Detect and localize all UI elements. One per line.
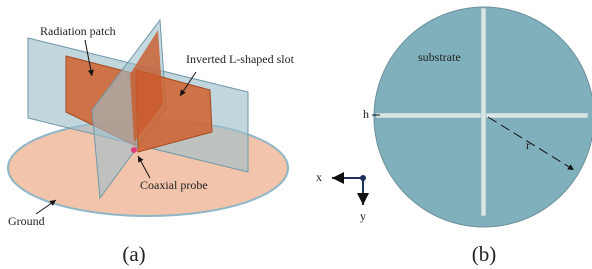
label: r	[526, 138, 530, 152]
page: Radiation patch Inverted L-shaped slot C…	[0, 0, 592, 269]
label: Coaxial probe	[140, 178, 208, 192]
label: y	[360, 209, 366, 223]
label: Ground	[8, 214, 45, 228]
label: Inverted L-shaped slot	[186, 52, 295, 66]
caption: (b)	[472, 242, 497, 266]
caption: (a)	[122, 242, 145, 266]
figure: Radiation patch Inverted L-shaped slot C…	[0, 0, 592, 269]
label: h	[363, 107, 369, 121]
origin	[360, 175, 366, 181]
label: x	[316, 170, 322, 184]
arrow	[36, 200, 56, 214]
probe-feed	[131, 147, 137, 153]
slot	[481, 8, 486, 216]
label: Radiation patch	[40, 24, 116, 38]
label: substrate	[418, 50, 461, 64]
